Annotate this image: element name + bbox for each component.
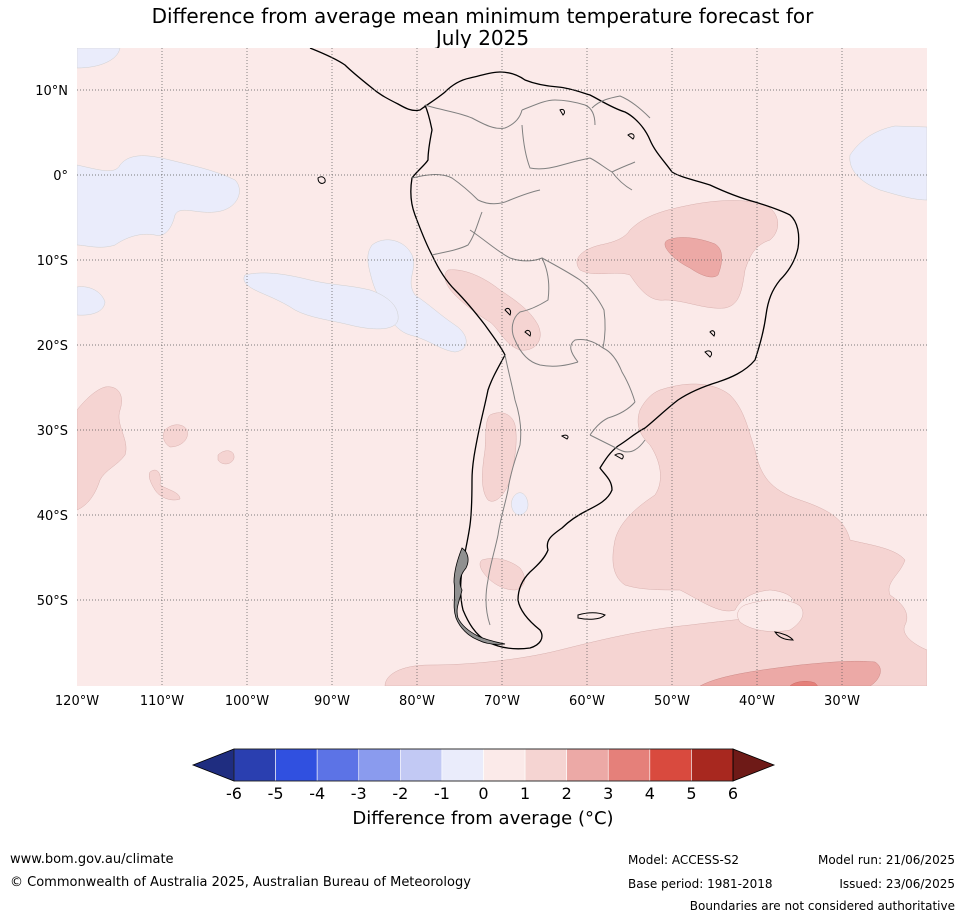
lat-label: 50°S [37,594,68,609]
colorbar-segment [316,748,360,782]
colorbar-segment [233,748,276,782]
colorbar-segment [400,748,443,782]
title-line-2: July 2025 [435,26,530,50]
map-gridlines [77,48,927,686]
lat-label: 30°S [37,424,68,439]
colorbar-tick-label: 3 [603,784,613,803]
islands [317,109,795,641]
warm-region-west-coast [77,386,127,511]
lon-label: 30°W [824,694,860,709]
latitude-labels: 10°N 0° 10°S 20°S 30°S 40°S 50°S [35,84,68,609]
country-boundaries [411,95,651,626]
model-text: Model: ACCESS-S2 [628,853,740,867]
model-run-text: Model run: 21/06/2025 [817,853,955,867]
colorbar-segment [358,748,401,782]
longitude-labels: 120°W 110°W 100°W 90°W 80°W 70°W 60°W 50… [55,694,860,709]
colorbar-tick-label: -4 [309,784,325,803]
cool-region-northwest-corner [77,48,121,69]
cool-region-equatorial-pacific [77,155,240,248]
colorbar-tick-label: -2 [392,784,408,803]
lon-label: 50°W [654,694,690,709]
colorbar-tick-label: 4 [645,784,655,803]
cool-region-andes [511,492,529,516]
lon-label: 60°W [569,694,605,709]
lon-label: 90°W [314,694,350,709]
chile-fjords [453,547,506,645]
colorbar-tick-label: -1 [434,784,450,803]
colorbar-tick-label: 2 [562,784,572,803]
colorbar-outline [233,748,734,782]
hot-region-northeast-brazil [664,237,722,278]
warm-region-small-2 [217,450,235,465]
lat-label: 40°S [37,509,68,524]
colorbar-min-extend [191,748,235,782]
map-title: Difference from average mean minimum tem… [0,5,965,49]
colorbar-segment [524,748,567,782]
colorbar-max-extend [732,748,776,782]
base-period-text: Base period: 1981-2018 [628,877,773,891]
colorbar-segment [483,748,526,782]
lon-label: 70°W [484,694,520,709]
lat-label: 10°S [37,254,68,269]
cool-region-southeast-pacific-b [243,272,399,330]
colorbar-tick-label: -3 [351,784,367,803]
disclaimer-text: Boundaries are not considered authoritat… [689,899,955,913]
colorbar-tick-label: 1 [520,784,530,803]
website-link[interactable]: www.bom.gov.au/climate [10,852,174,867]
warm-region-atlantic-gap [737,599,804,632]
warm-region-small-3 [148,469,181,501]
lon-label: 40°W [739,694,775,709]
lon-label: 100°W [225,694,269,709]
lon-label: 110°W [140,694,184,709]
map-area [77,48,927,686]
warm-region-small-1 [163,424,188,448]
colorbar-segment [566,748,609,782]
lon-label: 80°W [399,694,435,709]
lat-label: 10°N [35,84,68,99]
colorbar-segment [607,748,651,782]
colorbar-tick-label: -5 [268,784,284,803]
lat-label: 20°S [37,339,68,354]
colorbar-title: Difference from average (°C) [352,808,614,829]
copyright-text: © Commonwealth of Australia 2025, Austra… [10,875,471,890]
colorbar-tick-label: 0 [478,784,488,803]
colorbar-tick-label: 6 [728,784,738,803]
title-line-1: Difference from average mean minimum tem… [151,4,814,28]
warm-region-patagonia [479,558,525,591]
colorbar-segment [691,748,734,782]
colorbar-segment [275,748,318,782]
issued-text: Issued: 23/06/2025 [839,877,955,891]
colorbar-tick-label: -6 [226,784,242,803]
cool-region-west-edge [77,286,106,316]
cool-region-equatorial-atlantic [849,125,927,201]
warm-region-chile [482,412,517,502]
lon-label: 120°W [55,694,99,709]
colorbar: -6 -5 -4 -3 -2 -1 0 1 2 3 4 5 6 [191,748,776,803]
colorbar-tick-label: 5 [686,784,696,803]
hot-region-south-atlantic [699,660,881,686]
lat-label: 0° [53,169,68,184]
very-hot-region-south-atlantic [789,681,818,686]
colorbar-segment [649,748,692,782]
colorbar-segment [441,748,484,782]
south-america-coastline [309,48,800,650]
